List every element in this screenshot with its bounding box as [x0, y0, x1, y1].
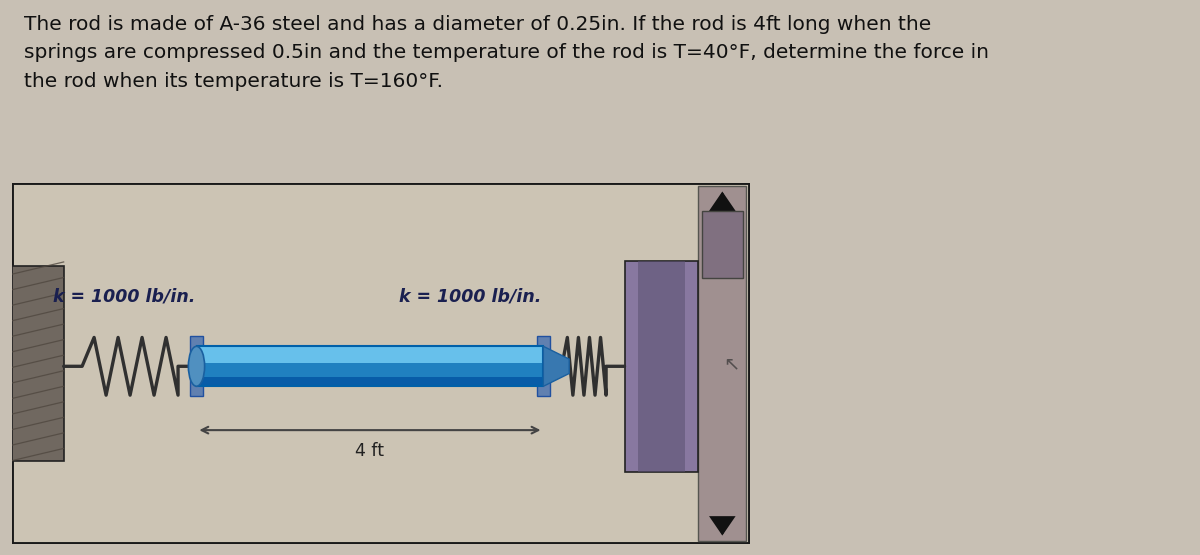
- Bar: [197, 377, 544, 386]
- Text: 4 ft: 4 ft: [355, 442, 384, 460]
- Bar: [197, 346, 544, 386]
- Text: The rod is made of A-36 steel and has a diameter of 0.25in. If the rod is 4ft lo: The rod is made of A-36 steel and has a …: [24, 14, 989, 91]
- Bar: [197, 346, 544, 363]
- Text: ↖: ↖: [724, 354, 739, 373]
- Bar: [536, 336, 550, 396]
- Polygon shape: [544, 346, 569, 386]
- Bar: [12, 266, 64, 461]
- Polygon shape: [709, 191, 736, 211]
- Text: k = 1000 lb/in.: k = 1000 lb/in.: [53, 287, 194, 305]
- Bar: [702, 211, 743, 278]
- Bar: [197, 346, 544, 386]
- Polygon shape: [709, 516, 736, 536]
- Bar: [624, 261, 698, 472]
- Bar: [190, 336, 203, 396]
- Ellipse shape: [188, 346, 205, 386]
- Text: k = 1000 lb/in.: k = 1000 lb/in.: [400, 287, 542, 305]
- Bar: [638, 261, 685, 472]
- Bar: [698, 186, 746, 541]
